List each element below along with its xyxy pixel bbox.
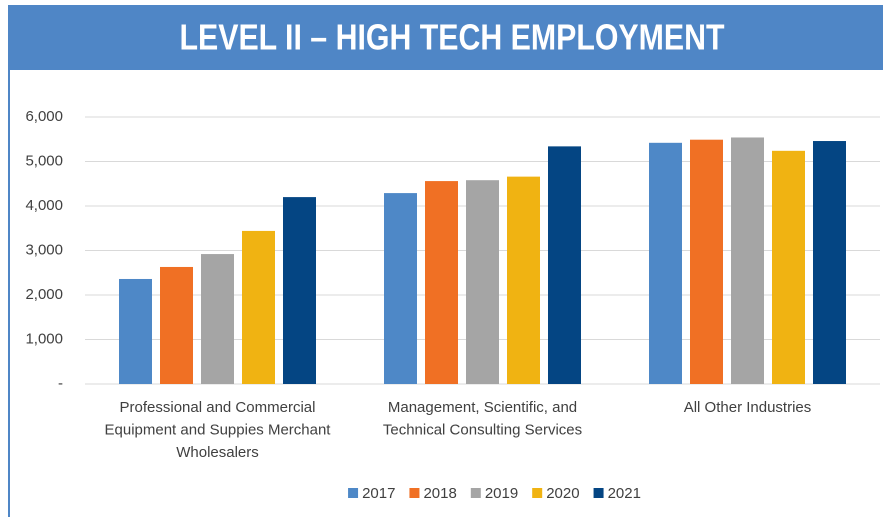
bar xyxy=(283,197,316,384)
legend-label: 2018 xyxy=(423,485,456,502)
bar xyxy=(548,146,581,384)
bar xyxy=(649,142,682,384)
chart-title: LEVEL II – HIGH TECH EMPLOYMENT xyxy=(180,17,725,58)
bar xyxy=(242,230,275,384)
legend: 2017 2018 2019 2020 2021 xyxy=(348,485,641,502)
y-tick-label: 4,000 xyxy=(25,197,63,214)
x-tick-label-line: Professional and Commercial xyxy=(120,399,316,416)
x-tick-label-line: Management, Scientific, and xyxy=(388,399,577,416)
bar xyxy=(160,266,193,384)
bar xyxy=(384,193,417,384)
bar xyxy=(425,181,458,384)
bar xyxy=(731,137,764,384)
y-tick-label: 6,000 xyxy=(25,108,63,125)
legend-label: 2020 xyxy=(546,485,579,502)
bar xyxy=(119,278,152,384)
legend-label: 2021 xyxy=(608,485,641,502)
y-tick-label: - xyxy=(58,375,63,392)
bar xyxy=(507,176,540,384)
y-tick-label: 1,000 xyxy=(25,330,63,347)
bar xyxy=(813,141,846,384)
y-tick-label: 5,000 xyxy=(25,152,63,169)
legend-swatch xyxy=(409,488,420,498)
bar xyxy=(466,180,499,384)
bar xyxy=(690,139,723,384)
legend-swatch xyxy=(470,488,481,498)
x-tick-label: Professional and Commercial Equipment and… xyxy=(105,399,332,461)
y-tick-label: 3,000 xyxy=(25,241,63,258)
x-tick-label-line: Wholesalers xyxy=(176,444,259,461)
x-tick-label-line: Equipment and Suppies Merchant xyxy=(105,421,332,438)
x-tick-label: All Other Industries xyxy=(684,399,812,416)
legend-swatch xyxy=(348,488,359,498)
y-tick-label: 2,000 xyxy=(25,286,63,303)
bar xyxy=(772,150,805,384)
bar xyxy=(201,254,234,384)
left-border xyxy=(8,70,10,517)
x-tick-label-line: All Other Industries xyxy=(684,399,812,416)
legend-label: 2017 xyxy=(362,485,395,502)
title-bar xyxy=(8,5,883,70)
legend-label: 2019 xyxy=(485,485,518,502)
legend-swatch xyxy=(532,488,543,498)
x-tick-label-line: Technical Consulting Services xyxy=(383,421,582,438)
legend-swatch xyxy=(593,488,604,498)
x-tick-label: Management, Scientific, and Technical Con… xyxy=(383,399,582,439)
